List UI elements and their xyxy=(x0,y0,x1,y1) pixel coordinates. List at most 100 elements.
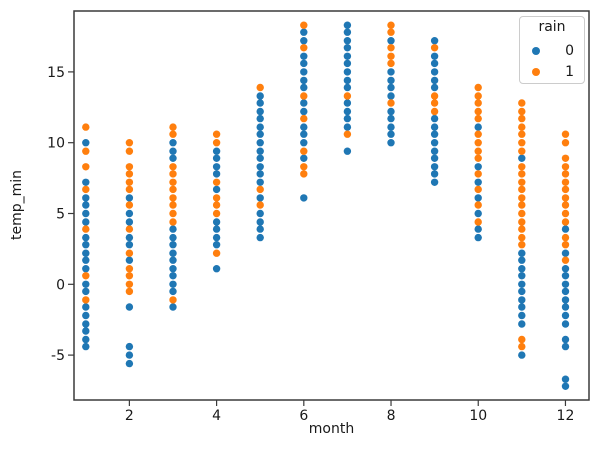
data-point xyxy=(561,163,570,171)
data-point xyxy=(430,178,439,186)
data-point xyxy=(169,287,177,296)
data-point xyxy=(343,92,352,100)
data-point xyxy=(125,287,134,296)
data-point xyxy=(169,303,177,311)
data-point xyxy=(82,296,90,304)
data-point xyxy=(518,154,526,162)
data-point xyxy=(212,178,221,186)
data-point xyxy=(561,218,570,226)
data-point xyxy=(125,256,134,264)
x-tick-label: 12 xyxy=(557,408,575,424)
data-point xyxy=(474,201,482,209)
data-point xyxy=(474,225,482,233)
data-point xyxy=(169,280,177,288)
data-point xyxy=(343,76,352,85)
data-point xyxy=(561,139,570,147)
data-point xyxy=(561,382,570,390)
data-point xyxy=(125,359,134,368)
data-point xyxy=(387,59,395,68)
data-point xyxy=(125,249,134,257)
data-point xyxy=(256,154,264,162)
data-point xyxy=(518,241,526,249)
data-point xyxy=(169,218,177,226)
data-point xyxy=(169,194,177,202)
data-point xyxy=(561,320,570,328)
data-point xyxy=(256,233,264,242)
data-point xyxy=(300,52,308,60)
data-point xyxy=(300,107,308,116)
data-point xyxy=(300,59,308,68)
data-point xyxy=(518,130,526,138)
data-point xyxy=(387,68,395,76)
data-point xyxy=(125,265,134,273)
data-point xyxy=(518,107,526,116)
x-tick-label: 4 xyxy=(212,408,221,424)
data-point xyxy=(343,44,352,52)
data-point xyxy=(256,194,264,202)
legend-marker-blue-icon xyxy=(532,46,540,55)
data-point xyxy=(474,123,482,131)
data-point xyxy=(430,154,439,162)
data-point xyxy=(343,130,352,138)
data-point xyxy=(256,225,264,233)
data-point xyxy=(561,280,570,288)
data-point xyxy=(300,21,308,29)
legend-label-rain-0: 0 xyxy=(565,42,574,59)
data-point xyxy=(561,233,570,242)
data-point xyxy=(212,233,221,242)
data-point xyxy=(474,139,482,147)
data-point xyxy=(430,44,439,52)
data-point xyxy=(561,272,570,280)
data-point xyxy=(169,201,177,209)
data-point xyxy=(82,123,90,131)
y-tick-label: 15 xyxy=(47,65,65,81)
data-point xyxy=(430,170,439,178)
data-point xyxy=(518,194,526,202)
data-point xyxy=(82,280,90,288)
data-point xyxy=(82,311,90,320)
data-point xyxy=(430,139,439,147)
data-point xyxy=(430,130,439,138)
data-point xyxy=(300,68,308,76)
data-point xyxy=(518,201,526,209)
data-point xyxy=(343,59,352,68)
data-point xyxy=(518,296,526,304)
data-point xyxy=(212,194,221,202)
x-tick-label: 8 xyxy=(387,408,396,424)
data-point xyxy=(169,233,177,242)
data-point xyxy=(256,170,264,178)
data-point xyxy=(561,185,570,194)
legend-label-rain-1: 1 xyxy=(565,63,574,80)
data-point xyxy=(474,92,482,100)
data-point xyxy=(518,311,526,320)
data-point xyxy=(430,163,439,171)
data-point xyxy=(387,76,395,85)
data-point xyxy=(125,147,134,155)
data-point xyxy=(300,44,308,52)
data-point xyxy=(82,287,90,296)
data-point xyxy=(125,272,134,280)
data-point xyxy=(518,303,526,311)
data-point xyxy=(561,296,570,304)
data-point xyxy=(212,130,221,138)
data-point xyxy=(256,130,264,138)
data-point xyxy=(256,201,264,209)
data-point xyxy=(387,52,395,60)
data-point xyxy=(300,37,308,45)
data-point xyxy=(300,194,308,202)
data-point xyxy=(343,107,352,116)
data-point xyxy=(169,265,177,273)
data-point xyxy=(169,178,177,186)
data-point xyxy=(561,311,570,320)
data-point xyxy=(387,123,395,131)
data-point xyxy=(82,265,90,273)
legend-marker-orange-icon xyxy=(532,67,540,76)
data-point xyxy=(343,99,352,107)
data-point xyxy=(518,320,526,328)
data-point xyxy=(82,335,90,344)
data-point xyxy=(169,249,177,257)
data-point xyxy=(518,170,526,178)
data-point xyxy=(561,256,570,264)
data-point xyxy=(212,209,221,218)
data-point xyxy=(212,225,221,233)
